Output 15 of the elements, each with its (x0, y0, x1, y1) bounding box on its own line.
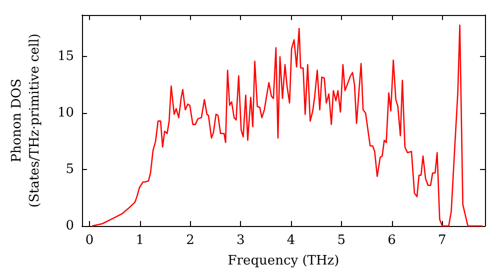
x-tick-label: 3 (236, 233, 245, 248)
x-axis-title: Frequency (THz) (228, 253, 340, 268)
line-series (91, 24, 484, 227)
x-tick-label: 5 (337, 233, 346, 248)
x-tick-label: 0 (85, 233, 94, 248)
x-tick-label: 6 (388, 233, 396, 248)
x-tick-label: 2 (186, 233, 194, 248)
y-tick-label: 0 (66, 218, 74, 234)
y-tick-label: 5 (66, 162, 74, 178)
x-tick-label: 4 (286, 233, 296, 248)
y-axis-title: Phonon DOS (States/THz·primitive cell) (10, 33, 42, 208)
y-tick-label: 10 (57, 106, 74, 121)
x-tick-label: 7 (438, 233, 446, 248)
x-tick-label: 1 (136, 233, 144, 248)
y-tick-label: 15 (57, 49, 74, 64)
